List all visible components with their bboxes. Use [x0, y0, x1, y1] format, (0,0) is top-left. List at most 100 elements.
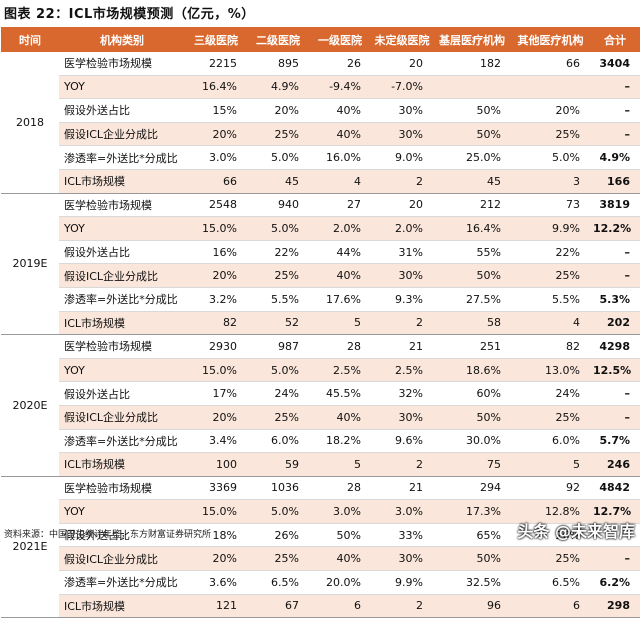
value-cell: 9.9%	[371, 570, 433, 595]
value-cell: 2	[371, 594, 433, 618]
total-cell: 6.2%	[590, 570, 640, 595]
value-cell: 30%	[371, 546, 433, 572]
value-cell: 3.6%	[185, 570, 247, 595]
total-cell: 246	[590, 452, 640, 477]
value-cell: 45.5%	[309, 381, 371, 406]
header-ungraded-hospital: 未定级医院	[371, 27, 433, 52]
total-cell: –	[590, 98, 640, 123]
value-cell: 9.9%	[511, 216, 590, 241]
row-label: ICL市场规模	[59, 594, 185, 618]
value-cell: 2930	[185, 334, 247, 359]
total-cell: 5.7%	[590, 429, 640, 454]
row-label: YOY	[59, 75, 185, 100]
value-cell: 294	[433, 476, 511, 501]
table-row: 假设ICL企业分成比 20% 25% 40% 30% 50% 25% –	[1, 263, 640, 288]
header-tertiary-hospital: 三级医院	[185, 27, 247, 52]
value-cell: 2.5%	[371, 358, 433, 383]
value-cell: 5.0%	[247, 216, 309, 241]
value-cell: 182	[433, 52, 511, 76]
table-row: 2018 医学检验市场规模 2215 895 26 20 182 66 3404	[1, 52, 640, 194]
value-cell: 50%	[433, 122, 511, 147]
value-cell: 45	[247, 169, 309, 194]
value-cell: 5.5%	[511, 287, 590, 312]
row-label: 假设外送占比	[59, 381, 185, 406]
header-time: 时间	[1, 27, 59, 52]
value-cell: 17%	[185, 381, 247, 406]
value-cell: 5	[309, 452, 371, 477]
year-cell: 2021E	[1, 476, 59, 618]
value-cell: 3	[511, 169, 590, 194]
value-cell: 50%	[433, 405, 511, 430]
value-cell: 17.6%	[309, 287, 371, 312]
value-cell: 5	[511, 452, 590, 477]
table-row: 假设外送占比 15% 20% 40% 30% 50% 20% –	[1, 98, 640, 123]
value-cell: 55%	[433, 240, 511, 265]
row-label: ICL市场规模	[59, 452, 185, 477]
value-cell: -7.0%	[371, 75, 433, 100]
row-label: 假设外送占比	[59, 240, 185, 265]
value-cell: 5.0%	[511, 145, 590, 170]
value-cell: 33%	[371, 523, 433, 548]
value-cell: 40%	[309, 405, 371, 430]
watermark: 头条 @未来智库	[517, 522, 635, 541]
table-row: YOY 15.0% 5.0% 2.0% 2.0% 16.4% 9.9% 12.2%	[1, 216, 640, 241]
value-cell: 66	[511, 52, 590, 76]
table-row: 渗透率=外送比*分成比 3.4% 6.0% 18.2% 9.6% 30.0% 6.0% 5.7…	[1, 429, 640, 454]
value-cell: 4.9%	[247, 75, 309, 100]
value-cell: 2215	[185, 52, 247, 76]
value-cell: 4	[511, 311, 590, 336]
value-cell: 100	[185, 452, 247, 477]
value-cell: 60%	[433, 381, 511, 406]
value-cell: 6.5%	[511, 570, 590, 595]
value-cell	[433, 75, 511, 100]
value-cell: 25%	[511, 263, 590, 288]
value-cell: 67	[247, 594, 309, 618]
value-cell: 26%	[247, 523, 309, 548]
value-cell: 9.0%	[371, 145, 433, 170]
table-row: YOY 15.0% 5.0% 2.5% 2.5% 18.6% 13.0% 12.5%	[1, 358, 640, 383]
row-label: 渗透率=外送比*分成比	[59, 429, 185, 454]
value-cell: 40%	[309, 546, 371, 572]
value-cell: 6.5%	[247, 570, 309, 595]
value-cell: 30%	[371, 98, 433, 123]
value-cell: 24%	[247, 381, 309, 406]
value-cell: 28	[309, 334, 371, 359]
row-label: 医学检验市场规模	[59, 52, 185, 76]
value-cell: 82	[511, 334, 590, 359]
total-cell: 4298	[590, 334, 640, 359]
total-cell: 298	[590, 594, 640, 618]
value-cell: 3369	[185, 476, 247, 501]
table-row: 假设ICL企业分成比 20% 25% 40% 30% 50% 25% –	[1, 405, 640, 430]
value-cell: 2	[371, 169, 433, 194]
table-row: ICL市场规模 82 52 5 2 58 4 202	[1, 311, 640, 336]
total-cell: 12.2%	[590, 216, 640, 241]
table-header-row: 时间 机构类别 三级医院 二级医院 一级医院 未定级医院 基层医疗机构 其他医疗…	[1, 27, 640, 52]
value-cell: 5.5%	[247, 287, 309, 312]
value-cell: 20%	[185, 546, 247, 572]
value-cell: 40%	[309, 263, 371, 288]
total-cell: 3819	[590, 193, 640, 218]
report-page: 图表 22：ICL市场规模预测（亿元，%） 时间 机构类别 三级医院 二级医院 …	[1, 7, 640, 618]
table-row: 2021E 医学检验市场规模 3369 1036 28 21 294 92 4842	[1, 476, 640, 618]
value-cell: 2548	[185, 193, 247, 218]
value-cell: 6.0%	[511, 429, 590, 454]
row-label: ICL市场规模	[59, 311, 185, 336]
value-cell: 121	[185, 594, 247, 618]
value-cell: 30%	[371, 263, 433, 288]
value-cell: 50%	[309, 523, 371, 548]
value-cell: 22%	[247, 240, 309, 265]
table-row: 假设ICL企业分成比 20% 25% 40% 30% 50% 25% –	[1, 122, 640, 147]
value-cell: 75	[433, 452, 511, 477]
total-cell: 12.7%	[590, 499, 640, 524]
row-label: 医学检验市场规模	[59, 334, 185, 359]
value-cell: 6.0%	[247, 429, 309, 454]
value-cell: 73	[511, 193, 590, 218]
value-cell: 20	[371, 52, 433, 76]
value-cell: 26	[309, 52, 371, 76]
table-row: 假设外送占比 17% 24% 45.5% 32% 60% 24% –	[1, 381, 640, 406]
value-cell: 15%	[185, 98, 247, 123]
table-row: 2019E 医学检验市场规模 2548 940 27 20 212 73 3819	[1, 193, 640, 336]
value-cell: 987	[247, 334, 309, 359]
value-cell: 30%	[371, 122, 433, 147]
value-cell: 52	[247, 311, 309, 336]
